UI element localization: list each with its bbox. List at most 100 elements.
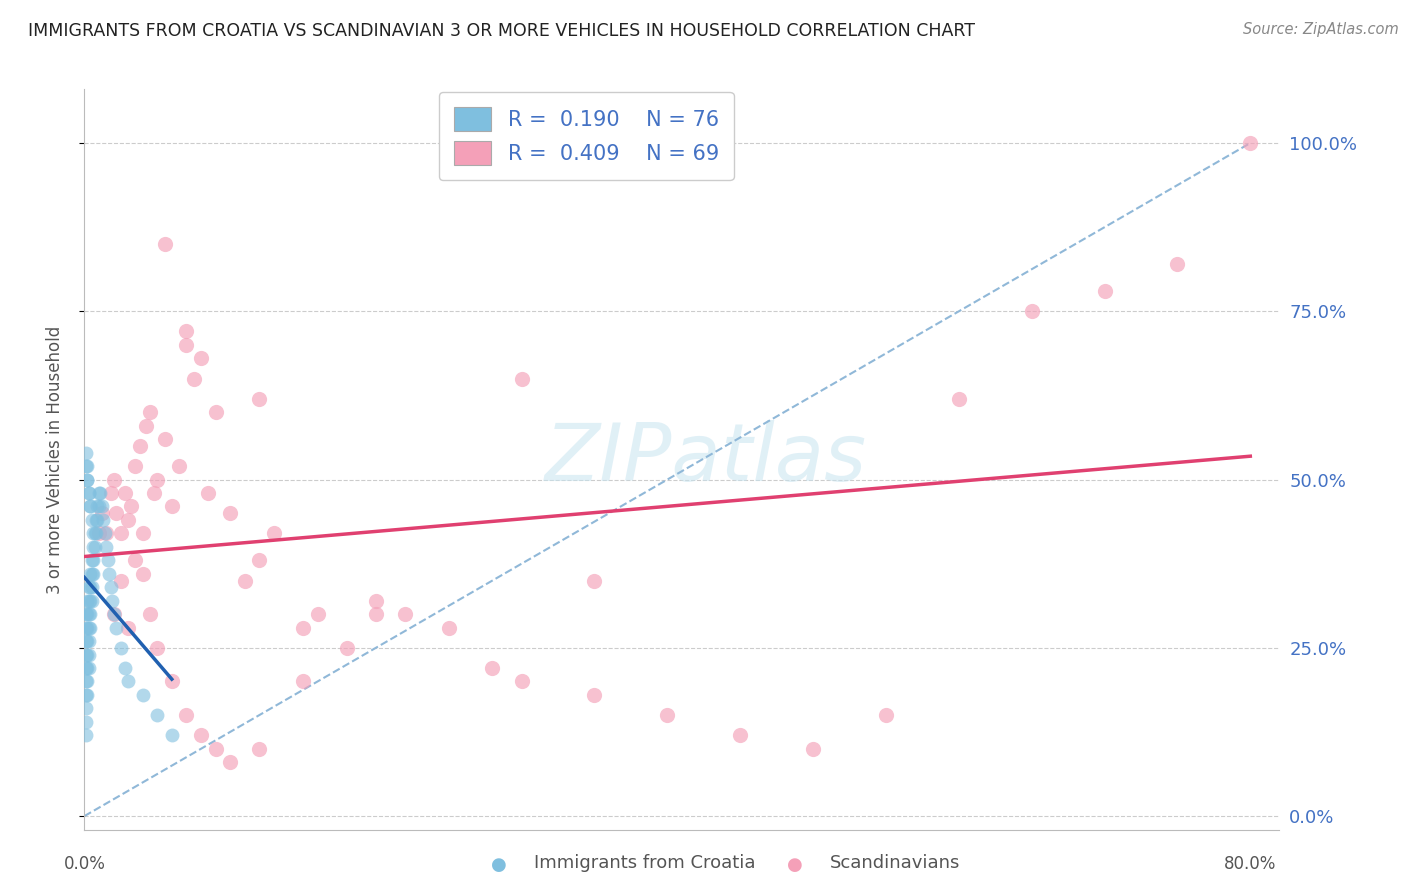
Point: [80, 566, 103, 581]
Point: [77, 486, 100, 500]
Point: [76, 593, 98, 607]
Point: [83, 526, 105, 541]
Point: [143, 486, 166, 500]
Point: [75, 621, 97, 635]
Point: [80, 553, 103, 567]
Point: [80, 593, 103, 607]
Point: [160, 500, 183, 514]
Point: [204, 405, 226, 419]
Point: [160, 674, 183, 689]
Point: [139, 607, 162, 622]
Point: [79, 593, 101, 607]
Point: [183, 371, 205, 385]
Point: [364, 593, 387, 607]
Point: [204, 741, 226, 756]
Text: 80.0%: 80.0%: [1225, 855, 1277, 872]
Point: [96, 526, 118, 541]
Point: [176, 325, 198, 339]
Point: [77, 634, 100, 648]
Point: [77, 621, 100, 635]
Point: [247, 392, 270, 406]
Point: [146, 473, 169, 487]
Point: [86, 513, 108, 527]
Point: [153, 432, 176, 446]
Point: [105, 621, 128, 635]
Point: [364, 607, 387, 622]
Point: [82, 526, 104, 541]
Point: [1166, 257, 1188, 271]
Point: [91, 513, 114, 527]
Text: Source: ZipAtlas.com: Source: ZipAtlas.com: [1243, 22, 1399, 37]
Point: [76, 674, 98, 689]
Point: [131, 566, 153, 581]
Point: [247, 553, 270, 567]
Point: [75, 607, 97, 622]
Point: [83, 540, 105, 554]
Point: [135, 418, 157, 433]
Point: [76, 473, 98, 487]
Point: [583, 688, 606, 702]
Point: [76, 688, 98, 702]
Point: [77, 580, 100, 594]
Point: [247, 741, 270, 756]
Point: [103, 607, 125, 622]
Point: [79, 580, 101, 594]
Point: [176, 338, 198, 352]
Point: [79, 500, 101, 514]
Point: [76, 661, 98, 675]
Point: [336, 640, 359, 655]
Point: [510, 674, 533, 689]
Point: [90, 506, 112, 520]
Point: [131, 688, 153, 702]
Point: [1239, 136, 1261, 150]
Point: [114, 486, 136, 500]
Text: Scandinavians: Scandinavians: [830, 855, 960, 872]
Point: [190, 728, 212, 742]
Point: [117, 513, 139, 527]
Point: [97, 553, 120, 567]
Point: [75, 688, 97, 702]
Point: [76, 607, 98, 622]
Point: [110, 640, 132, 655]
Point: [219, 756, 242, 770]
Point: [110, 574, 132, 588]
Point: [98, 566, 121, 581]
Point: [75, 728, 97, 742]
Text: ●: ●: [491, 856, 508, 874]
Point: [79, 566, 101, 581]
Point: [79, 621, 101, 635]
Point: [657, 708, 679, 723]
Point: [801, 741, 824, 756]
Point: [87, 486, 110, 500]
Text: ZIPatlas: ZIPatlas: [544, 420, 868, 499]
Point: [110, 526, 132, 541]
Point: [82, 553, 104, 567]
Point: [75, 674, 97, 689]
Point: [190, 351, 212, 366]
Point: [79, 607, 101, 622]
Point: [87, 526, 110, 541]
Point: [75, 648, 97, 662]
Point: [114, 661, 136, 675]
Point: [291, 674, 314, 689]
Point: [124, 459, 146, 474]
Point: [437, 621, 460, 635]
Point: [75, 701, 97, 715]
Point: [105, 506, 128, 520]
Text: Immigrants from Croatia: Immigrants from Croatia: [534, 855, 756, 872]
Point: [510, 371, 533, 385]
Point: [167, 459, 190, 474]
Point: [219, 506, 242, 520]
Text: IMMIGRANTS FROM CROATIA VS SCANDINAVIAN 3 OR MORE VEHICLES IN HOUSEHOLD CORRELAT: IMMIGRANTS FROM CROATIA VS SCANDINAVIAN …: [28, 22, 976, 40]
Point: [160, 728, 183, 742]
Point: [82, 566, 104, 581]
Point: [948, 392, 970, 406]
Point: [139, 405, 162, 419]
Point: [117, 674, 139, 689]
Point: [77, 486, 100, 500]
Point: [394, 607, 416, 622]
Point: [86, 500, 108, 514]
Y-axis label: 3 or more Vehicles in Household: 3 or more Vehicles in Household: [45, 326, 63, 593]
Point: [197, 486, 219, 500]
Point: [103, 473, 125, 487]
